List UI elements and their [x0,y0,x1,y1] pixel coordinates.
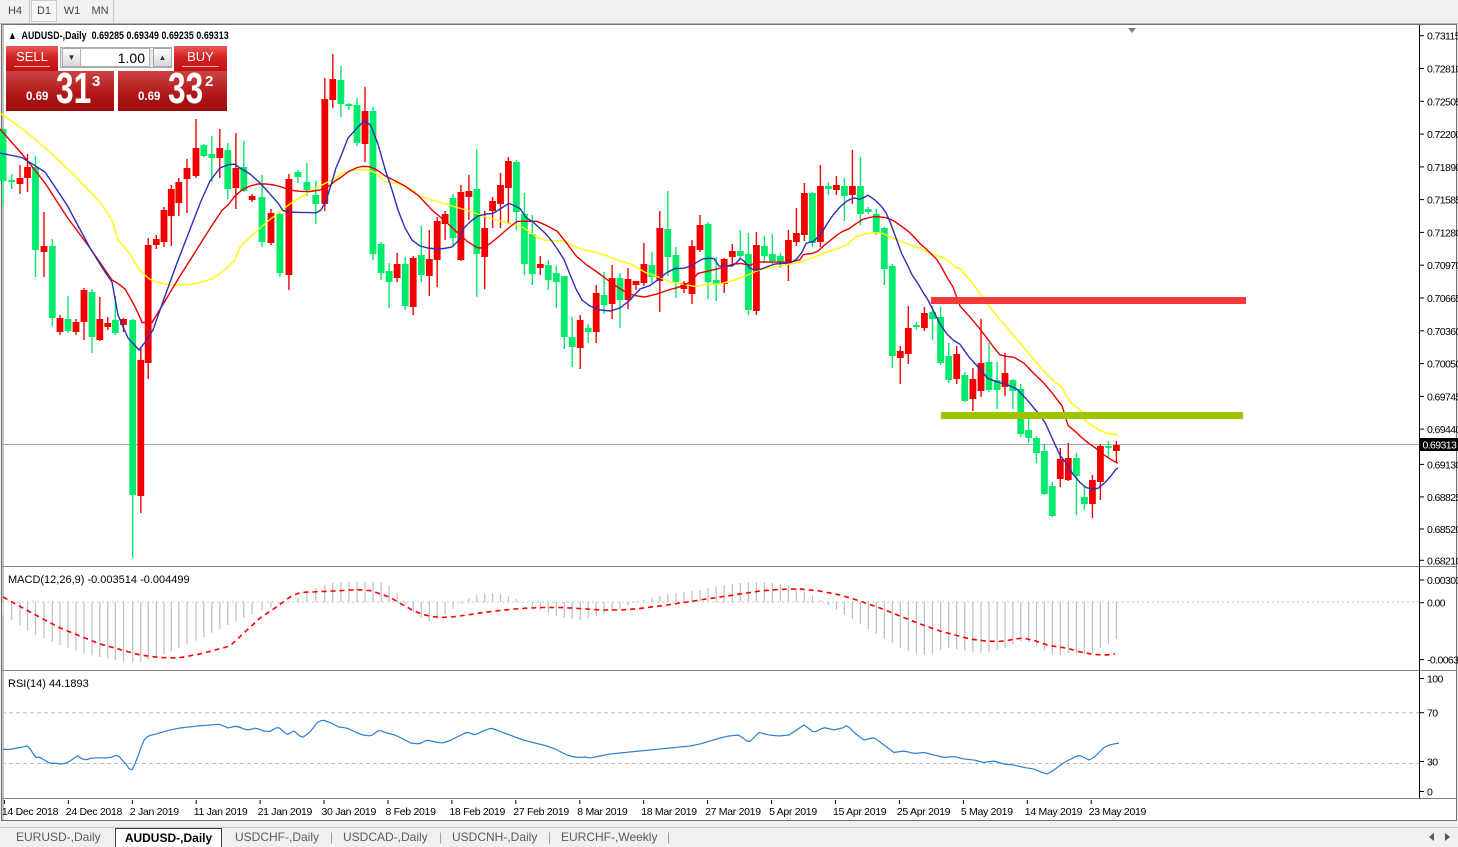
svg-text:0.71280: 0.71280 [1427,227,1458,239]
svg-text:0.72810: 0.72810 [1427,64,1458,76]
svg-text:5 May 2019: 5 May 2019 [961,806,1013,818]
svg-text:18 Feb 2019: 18 Feb 2019 [449,806,505,818]
svg-text:27 Feb 2019: 27 Feb 2019 [513,806,569,818]
svg-text:0.68210: 0.68210 [1427,555,1458,567]
svg-text:30: 30 [1427,757,1438,769]
svg-text:21 Jan 2019: 21 Jan 2019 [258,806,313,818]
svg-text:0.73115: 0.73115 [1427,31,1458,43]
svg-text:MACD(12,26,9) -0.003514 -0.004: MACD(12,26,9) -0.003514 -0.004499 [8,574,190,586]
svg-text:0.72200: 0.72200 [1427,129,1458,141]
svg-text:100: 100 [1427,674,1443,686]
svg-text:14 May 2019: 14 May 2019 [1025,806,1083,818]
svg-text:0: 0 [1427,787,1433,799]
svg-text:30 Jan 2019: 30 Jan 2019 [322,806,377,818]
svg-text:0.71585: 0.71585 [1427,195,1458,207]
svg-text:18 Mar 2019: 18 Mar 2019 [641,806,697,818]
svg-text:0.69130: 0.69130 [1427,459,1458,471]
svg-text:0.003035: 0.003035 [1427,575,1458,587]
svg-text:0.69745: 0.69745 [1427,391,1458,403]
svg-text:0.70665: 0.70665 [1427,293,1458,305]
svg-text:27 Mar 2019: 27 Mar 2019 [705,806,761,818]
svg-text:8 Feb 2019: 8 Feb 2019 [386,806,437,818]
svg-text:0.68520: 0.68520 [1427,524,1458,536]
svg-text:0.68825: 0.68825 [1427,492,1458,504]
svg-text:25 Apr 2019: 25 Apr 2019 [897,806,951,818]
svg-text:11 Jan 2019: 11 Jan 2019 [194,806,248,818]
svg-text:24 Dec 2018: 24 Dec 2018 [66,806,123,818]
svg-text:0.69313: 0.69313 [1423,440,1458,452]
svg-text:0.70050: 0.70050 [1427,359,1458,371]
svg-text:-0.006315: -0.006315 [1427,655,1458,667]
svg-text:0.69440: 0.69440 [1427,424,1458,436]
svg-text:0.70360: 0.70360 [1427,326,1458,338]
svg-text:0.00: 0.00 [1427,598,1446,610]
svg-text:5 Apr 2019: 5 Apr 2019 [769,806,817,818]
svg-text:0.72505: 0.72505 [1427,96,1458,108]
svg-text:70: 70 [1427,708,1438,720]
svg-text:15 Apr 2019: 15 Apr 2019 [833,806,887,818]
svg-text:RSI(14) 44.1893: RSI(14) 44.1893 [8,678,89,690]
svg-text:0.70970: 0.70970 [1427,260,1458,272]
svg-text:8 Mar 2019: 8 Mar 2019 [577,806,628,818]
svg-text:0.71890: 0.71890 [1427,162,1458,174]
svg-text:23 May 2019: 23 May 2019 [1089,806,1147,818]
svg-text:2 Jan 2019: 2 Jan 2019 [130,806,179,818]
svg-text:14 Dec 2018: 14 Dec 2018 [2,806,59,818]
